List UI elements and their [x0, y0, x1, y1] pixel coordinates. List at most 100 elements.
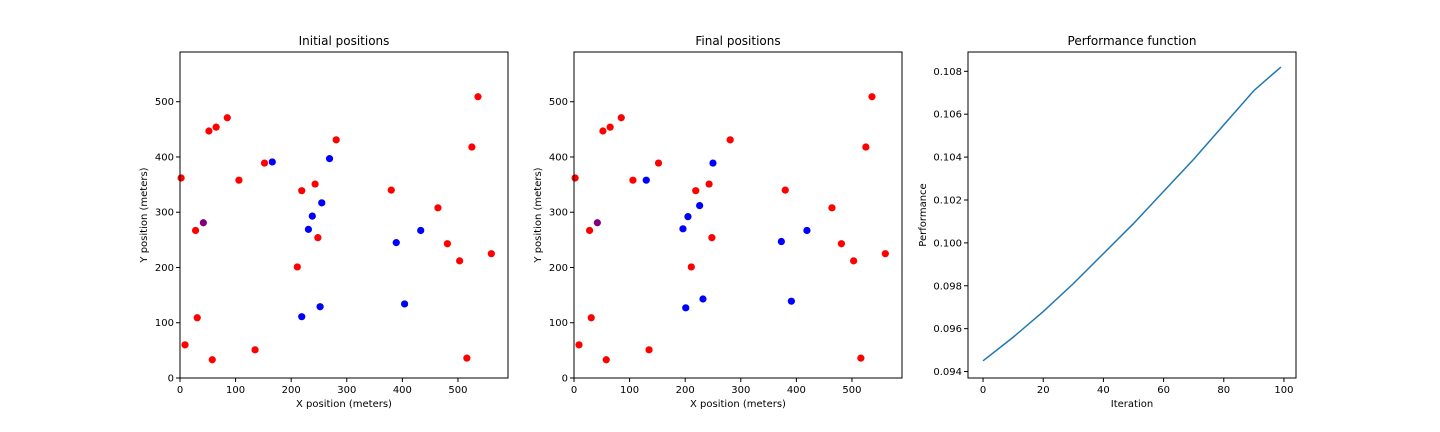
data-point-blue — [318, 199, 326, 207]
data-point-red — [193, 314, 201, 322]
x-tick-label: 20 — [1037, 385, 1050, 396]
data-point-red — [177, 174, 185, 182]
y-tick-label: 200 — [549, 263, 568, 274]
y-tick-label: 400 — [549, 152, 568, 163]
data-point-red — [708, 234, 716, 242]
y-tick-label: 300 — [549, 208, 568, 219]
y-tick-label: 100 — [155, 318, 174, 329]
y-tick-label: 300 — [155, 208, 174, 219]
x-tick-label: 0 — [177, 385, 183, 396]
data-point-blue — [308, 212, 316, 220]
data-point-red — [212, 123, 220, 131]
y-axis-label: Y position (meters) — [533, 167, 544, 263]
data-point-blue — [696, 202, 704, 210]
data-point-red — [181, 341, 189, 349]
data-point-red — [837, 240, 846, 248]
x-tick-label: 400 — [787, 385, 806, 396]
data-point-red — [298, 187, 306, 195]
y-tick-label: 100 — [549, 318, 568, 329]
y-tick-label: 0.098 — [933, 281, 962, 292]
data-point-blue — [268, 158, 276, 166]
data-point-blue — [304, 225, 313, 233]
y-tick-label: 0.094 — [933, 367, 962, 378]
data-point-red — [828, 204, 836, 212]
data-point-blue — [679, 225, 687, 233]
x-tick-label: 80 — [1217, 385, 1230, 396]
data-point-red — [585, 226, 594, 235]
x-tick-label: 100 — [620, 385, 639, 396]
data-point-red — [587, 314, 595, 322]
data-point-red — [654, 159, 663, 167]
x-axis-label: Iteration — [1111, 399, 1153, 410]
data-point-red — [487, 250, 495, 258]
data-point-red — [629, 176, 637, 184]
plot-frame — [967, 51, 1297, 379]
data-point-red — [474, 93, 482, 101]
x-tick-label: 200 — [676, 385, 695, 396]
data-point-red — [463, 354, 471, 362]
y-tick-label: 400 — [155, 152, 174, 163]
initial-positions-plot: Initial positions 0 100 200 300 400 500 0 100 200… — [139, 34, 509, 410]
data-point-blue — [709, 159, 717, 167]
data-point-purple — [199, 219, 207, 227]
data-point-blue — [682, 304, 690, 312]
data-point-blue — [684, 213, 692, 221]
performance-function-plot: Performance function 0 20 40 60 80 100 0.094 0.0… — [918, 34, 1297, 410]
data-point-red — [235, 176, 243, 184]
plot-frame — [573, 51, 903, 379]
data-point-red — [617, 114, 625, 122]
data-point-blue — [699, 295, 707, 303]
data-point-red — [850, 257, 858, 265]
data-point-red — [692, 187, 700, 195]
x-tick-label: 0 — [571, 385, 577, 396]
data-point-red — [314, 234, 322, 242]
data-point-blue — [298, 313, 306, 321]
data-point-red — [191, 226, 200, 235]
y-tick-label: 0.106 — [933, 110, 962, 121]
data-point-red — [602, 356, 610, 364]
x-tick-label: 500 — [842, 385, 861, 396]
data-point-red — [208, 356, 216, 364]
y-tick-label: 0 — [168, 374, 174, 385]
data-point-red — [443, 240, 452, 248]
y-axis-label: Performance — [918, 183, 929, 246]
data-point-red — [881, 250, 889, 258]
y-tick-label: 0 — [562, 374, 568, 385]
chart-title: Performance function — [1068, 34, 1197, 48]
data-point-red — [606, 123, 614, 131]
data-point-red — [293, 263, 301, 271]
x-tick-label: 0 — [980, 385, 986, 396]
data-point-red — [223, 114, 231, 122]
x-tick-label: 100 — [1274, 385, 1293, 396]
data-point-red — [857, 354, 865, 362]
y-tick-label: 200 — [155, 263, 174, 274]
data-point-blue — [392, 239, 400, 247]
y-tick-label: 0.108 — [933, 67, 962, 78]
y-tick-label: 500 — [155, 97, 174, 108]
x-tick-label: 300 — [337, 385, 356, 396]
data-point-blue — [803, 226, 811, 235]
x-tick-label: 500 — [448, 385, 467, 396]
data-point-red — [311, 180, 319, 188]
data-point-red — [468, 143, 476, 151]
y-tick-label: 0.104 — [933, 153, 962, 164]
y-tick-label: 0.102 — [933, 195, 962, 206]
data-point-blue — [417, 226, 425, 235]
data-point-red — [332, 136, 340, 144]
x-tick-label: 300 — [731, 385, 750, 396]
y-tick-label: 0.100 — [933, 238, 962, 249]
x-tick-label: 200 — [282, 385, 301, 396]
data-point-red — [434, 204, 442, 212]
y-tick-label: 500 — [549, 97, 568, 108]
data-point-blue — [642, 176, 650, 184]
data-point-red — [645, 346, 653, 354]
chart-title: Final positions — [695, 34, 780, 48]
x-axis-label: X position (meters) — [296, 399, 392, 410]
final-positions-plot: Final positions 0 100 200 300 400 500 0 100 200 30… — [533, 34, 903, 410]
chart-title: Initial positions — [299, 34, 390, 48]
x-axis-label: X position (meters) — [690, 399, 786, 410]
data-point-red — [705, 180, 713, 188]
data-point-red — [687, 263, 695, 271]
data-point-blue — [777, 237, 785, 246]
